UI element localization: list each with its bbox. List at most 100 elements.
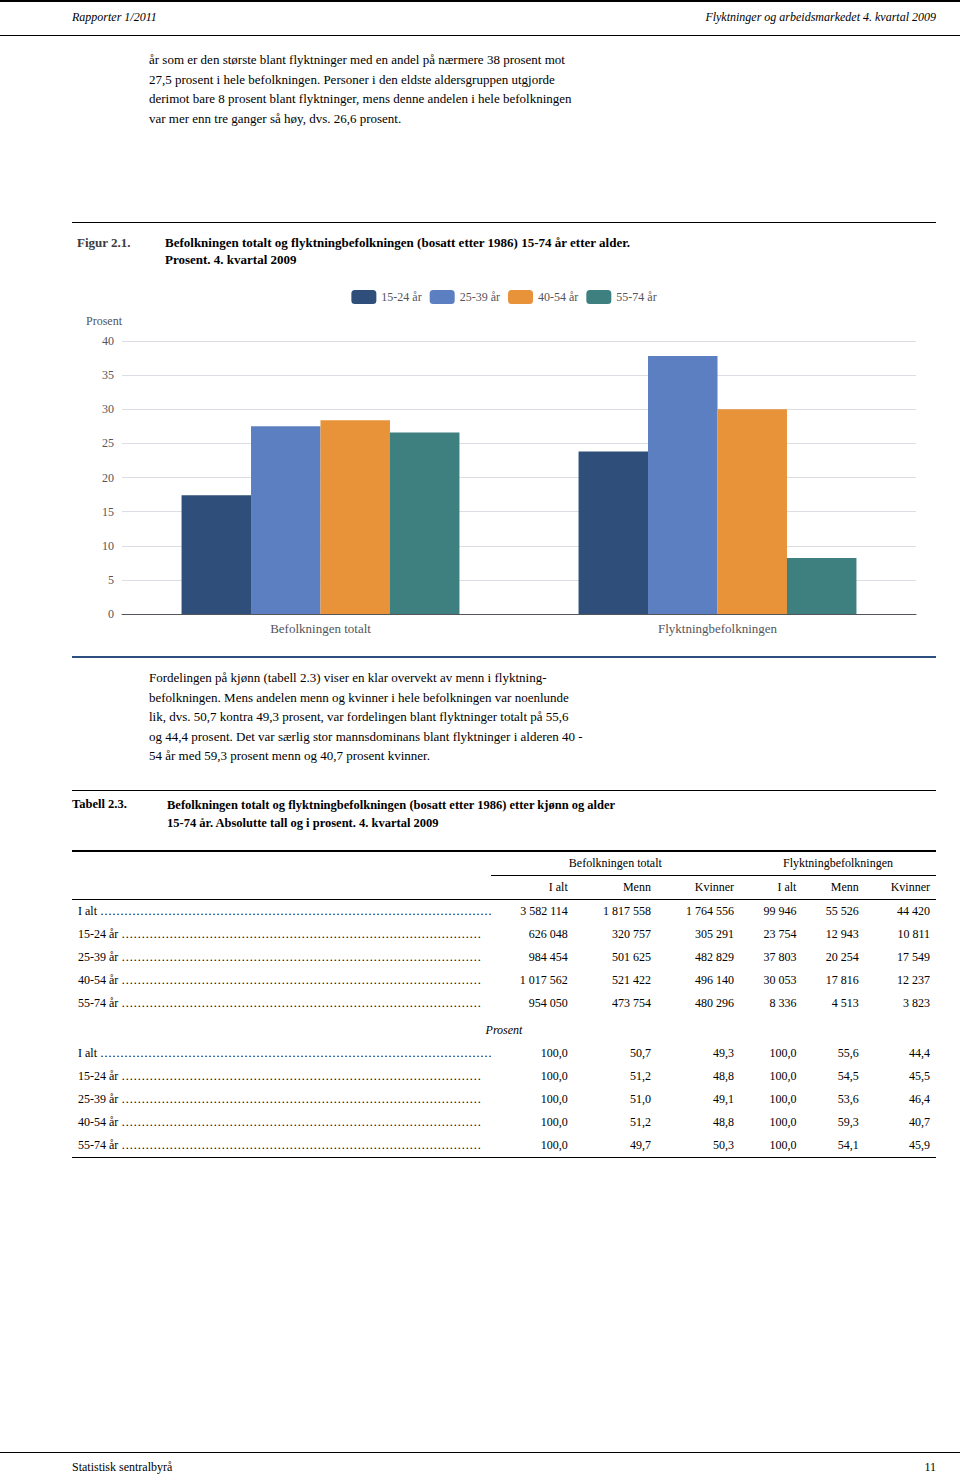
html-text:48,8: 48,8 xyxy=(713,1115,735,1129)
html-text:482 829: 482 829 xyxy=(695,950,735,964)
html-text:46,4: 46,4 xyxy=(909,1092,930,1106)
svg-text:Prosent: Prosent xyxy=(86,314,123,328)
svg-text:55-74 år: 55-74 år xyxy=(616,290,656,304)
html-text:521 422: 521 422 xyxy=(611,973,651,987)
html-text:320 757: 320 757 xyxy=(611,927,651,941)
html-text:Kvinner: Kvinner xyxy=(694,880,735,894)
svg-text:5: 5 xyxy=(108,573,114,587)
html-text:54,5: 54,5 xyxy=(837,1069,859,1083)
html-text:23 754: 23 754 xyxy=(763,927,797,941)
html-text:Befolkningen totalt og flyktni: Befolkningen totalt og flyktningbefolkni… xyxy=(167,798,616,830)
html-text:I alt: I alt xyxy=(777,880,797,894)
html-text:51,2: 51,2 xyxy=(629,1115,651,1129)
html-text:I alt: I alt xyxy=(548,880,568,894)
html-text:år som er den største blant fl: år som er den største blant flyktninger … xyxy=(149,52,572,126)
svg-text:Figur 2.1.: Figur 2.1. xyxy=(77,235,131,250)
html-text:Rapporter 1/2011: Rapporter 1/2011 xyxy=(72,10,157,24)
html-text:480 296: 480 296 xyxy=(695,996,735,1010)
svg-text:15-24 år: 15-24 år xyxy=(381,290,421,304)
html-text:53,6: 53,6 xyxy=(837,1092,859,1106)
svg-text:Flyktningbefolkningen: Flyktningbefolkningen xyxy=(658,621,778,636)
html-text:100,0: 100,0 xyxy=(769,1092,797,1106)
html-text:626 048: 626 048 xyxy=(528,927,568,941)
html-text:45,5: 45,5 xyxy=(909,1069,930,1083)
html-text:50,7: 50,7 xyxy=(629,1046,651,1060)
html-text:Befolkningen totalt: Befolkningen totalt xyxy=(568,856,662,870)
html-text:40,7: 40,7 xyxy=(909,1115,930,1129)
html-text:51,0: 51,0 xyxy=(629,1092,651,1106)
html-text:51,2: 51,2 xyxy=(629,1069,651,1083)
html-text:40-54 år ………………………………………………………: 40-54 år ……………………………………………………………………………… xyxy=(78,1115,482,1129)
svg-text:10: 10 xyxy=(102,539,114,553)
svg-text:15: 15 xyxy=(102,505,114,519)
html-text:Kvinner: Kvinner xyxy=(890,880,930,894)
html-text:12 943: 12 943 xyxy=(825,927,859,941)
html-text:100,0: 100,0 xyxy=(540,1115,568,1129)
svg-text:0: 0 xyxy=(108,607,114,621)
html-text:1 764 556: 1 764 556 xyxy=(686,904,735,918)
svg-text:40: 40 xyxy=(102,334,114,348)
html-text:473 754: 473 754 xyxy=(611,996,651,1010)
html-text:55 526: 55 526 xyxy=(825,904,859,918)
svg-text:20: 20 xyxy=(102,471,114,485)
html-text:100,0: 100,0 xyxy=(769,1138,797,1152)
svg-text:35: 35 xyxy=(102,368,114,382)
html-text:55-74 år ………………………………………………………: 55-74 år ……………………………………………………………………………… xyxy=(78,1138,482,1152)
html-text:Flyktninger og arbeidsmarkedet: Flyktninger og arbeidsmarkedet 4. kvarta… xyxy=(705,10,936,24)
html-text:100,0: 100,0 xyxy=(769,1115,797,1129)
html-text:49,3: 49,3 xyxy=(713,1046,735,1060)
svg-text:Prosent. 4. kvartal 2009: Prosent. 4. kvartal 2009 xyxy=(165,252,297,267)
html-text:55,6: 55,6 xyxy=(837,1046,859,1060)
svg-text:Befolkningen totalt: Befolkningen totalt xyxy=(270,621,371,636)
html-text:44 420: 44 420 xyxy=(897,904,930,918)
svg-text:25: 25 xyxy=(102,436,114,450)
html-text:48,8: 48,8 xyxy=(713,1069,735,1083)
html-text:12 237: 12 237 xyxy=(897,973,930,987)
html-text:Flyktningbefolkningen: Flyktningbefolkningen xyxy=(783,856,893,870)
svg-text:40-54 år: 40-54 år xyxy=(538,290,578,304)
html-text:Tabell 2.3.: Tabell 2.3. xyxy=(72,797,127,811)
html-text:Menn: Menn xyxy=(830,880,859,894)
html-text:55-74 år ………………………………………………………: 55-74 år ……………………………………………………………………………… xyxy=(78,996,482,1010)
html-text:100,0: 100,0 xyxy=(540,1069,568,1083)
html-text:30 053: 30 053 xyxy=(763,973,797,987)
html-text:1 817 558: 1 817 558 xyxy=(602,904,651,918)
html-text:40-54 år ………………………………………………………: 40-54 år ……………………………………………………………………………… xyxy=(78,973,482,987)
html-text:984 454: 984 454 xyxy=(528,950,568,964)
svg-text:25-39 år: 25-39 år xyxy=(460,290,500,304)
html-text:25-39 år ………………………………………………………: 25-39 år ……………………………………………………………………………… xyxy=(78,950,482,964)
html-text:4 513: 4 513 xyxy=(831,996,859,1010)
html-text:100,0: 100,0 xyxy=(769,1046,797,1060)
svg-text:30: 30 xyxy=(102,402,114,416)
html-text:44,4: 44,4 xyxy=(909,1046,930,1060)
html-text:100,0: 100,0 xyxy=(540,1046,568,1060)
html-text:15-24 år ………………………………………………………: 15-24 år ……………………………………………………………………………… xyxy=(78,1069,482,1083)
html-text:496 140: 496 140 xyxy=(695,973,735,987)
html-text:49,7: 49,7 xyxy=(629,1138,651,1152)
html-text:3 582 114: 3 582 114 xyxy=(520,904,568,918)
html-text:8 336: 8 336 xyxy=(769,996,797,1010)
html-text:Fordelingen på kjønn (tabell 2: Fordelingen på kjønn (tabell 2.3) viser … xyxy=(149,670,583,763)
html-text:17 816: 17 816 xyxy=(825,973,859,987)
html-text:50,3: 50,3 xyxy=(713,1138,735,1152)
html-text:305 291: 305 291 xyxy=(695,927,735,941)
html-text:100,0: 100,0 xyxy=(540,1092,568,1106)
html-text:15-24 år ………………………………………………………: 15-24 år ……………………………………………………………………………… xyxy=(78,927,482,941)
html-text:49,1: 49,1 xyxy=(713,1092,735,1106)
html-text:25-39 år ………………………………………………………: 25-39 år ……………………………………………………………………………… xyxy=(78,1092,482,1106)
html-text:99 946: 99 946 xyxy=(763,904,797,918)
html-text:1 017 562: 1 017 562 xyxy=(519,973,568,987)
html-text:20 254: 20 254 xyxy=(825,950,859,964)
svg-text:Befolkningen totalt og flyktni: Befolkningen totalt og flyktningbefolkni… xyxy=(165,235,630,250)
html-text:3 823: 3 823 xyxy=(903,996,930,1010)
html-text:37 803: 37 803 xyxy=(763,950,797,964)
html-text:10 811: 10 811 xyxy=(897,927,930,941)
html-text:Prosent: Prosent xyxy=(485,1023,523,1037)
html-text:501 625: 501 625 xyxy=(611,950,651,964)
html-text:59,3: 59,3 xyxy=(837,1115,859,1129)
html-text:954 050: 954 050 xyxy=(528,996,568,1010)
html-text:17 549: 17 549 xyxy=(897,950,930,964)
html-text:100,0: 100,0 xyxy=(540,1138,568,1152)
html-text:Menn: Menn xyxy=(622,880,651,894)
html-text:100,0: 100,0 xyxy=(769,1069,797,1083)
